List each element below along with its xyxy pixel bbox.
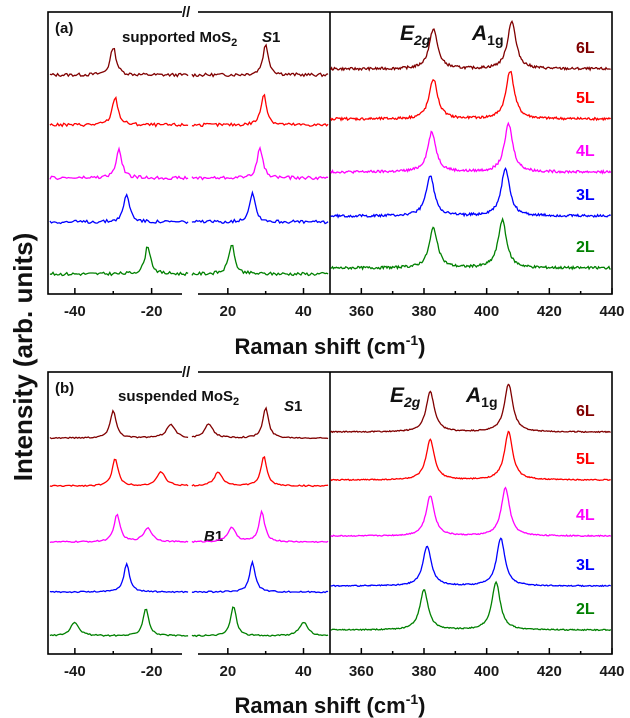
series-2L-low-neg (49, 246, 189, 277)
chart-marks: -40 -20 20 40 360 380 400 420 440 6L 5L 4L 3L 2L -40 -2… (49, 20, 625, 680)
x-tick-label-20: 20 (219, 303, 236, 320)
panel-b-a1g-label: A1g (465, 384, 498, 410)
panel-b-s1-label: S1 (284, 398, 302, 415)
series-3L-low-pos (191, 190, 329, 225)
series-2L-low-pos (191, 606, 329, 638)
series-3L-low-neg (49, 561, 189, 594)
axis-break-mark-a-top: // (182, 4, 191, 21)
legend-label-2L: 2L (576, 601, 595, 618)
legend-label-5L: 5L (576, 451, 595, 468)
series-4L-low-neg (49, 146, 189, 181)
series-5L-low-pos (191, 93, 329, 128)
panel-b-b1-label: B1 (204, 528, 223, 545)
legend-label-3L: 3L (576, 557, 595, 574)
panel-b-title: suspended MoS2 (118, 388, 239, 408)
x-tick-label-420: 420 (537, 303, 562, 320)
y-axis-title: Intensity (arb. units) (8, 233, 38, 481)
axis-break-mark-b-top: // (182, 364, 191, 381)
series-3L-low-pos (191, 559, 329, 594)
x-tick-label--40: -40 (64, 303, 86, 320)
x-tick-label-360: 360 (349, 303, 374, 320)
panel-a-a1g-label: A1g (471, 22, 504, 48)
panel-b-frame (47, 368, 613, 658)
series-6L-low-neg (49, 409, 189, 440)
x-tick-label-400: 400 (474, 663, 499, 680)
series-5L-high (330, 430, 611, 482)
x-tick-label-40: 40 (295, 663, 312, 680)
series-4L-low-pos (191, 145, 329, 181)
legend-label-6L: 6L (576, 403, 595, 420)
legend-label-3L: 3L (576, 187, 595, 204)
panel-a-frame (47, 8, 613, 298)
panel-b-label: (b) (55, 380, 74, 397)
series-6L-low-neg (49, 47, 189, 78)
x-tick-label-440: 440 (599, 303, 624, 320)
x-tick-label-420: 420 (537, 663, 562, 680)
series-6L-high (330, 383, 611, 434)
legend-label-4L: 4L (576, 143, 595, 160)
x-tick-label-440: 440 (599, 663, 624, 680)
legend-label-5L: 5L (576, 90, 595, 107)
legend-label-6L: 6L (576, 40, 595, 57)
series-4L-low-neg (49, 513, 189, 544)
series-3L-high (330, 537, 612, 588)
series-4L-high (330, 486, 612, 538)
series-2L-low-pos (191, 244, 329, 277)
series-5L-low-neg (49, 96, 189, 128)
x-tick-label--20: -20 (141, 663, 163, 680)
x-axis-title-b: Raman shift (cm-1) (235, 691, 426, 718)
x-tick-label--40: -40 (64, 663, 86, 680)
x-tick-label-360: 360 (349, 663, 374, 680)
series-2L-high (330, 216, 611, 271)
series-6L-low-pos (191, 406, 329, 440)
series-5L-high (330, 70, 612, 122)
x-tick-label-400: 400 (474, 303, 499, 320)
series-6L-low-pos (191, 43, 329, 78)
x-tick-label-20: 20 (219, 663, 236, 680)
series-3L-high (330, 166, 612, 219)
panel-a-e2g-label: E2g (400, 22, 431, 48)
legend-label-4L: 4L (576, 507, 595, 524)
series-4L-low-pos (191, 509, 329, 544)
x-tick-label--20: -20 (141, 303, 163, 320)
x-tick-label-380: 380 (411, 663, 436, 680)
series-2L-high (330, 580, 612, 632)
series-5L-low-neg (49, 458, 189, 488)
series-2L-low-neg (49, 608, 189, 637)
x-axis-title-a: Raman shift (cm-1) (235, 332, 426, 359)
x-tick-label-40: 40 (295, 303, 312, 320)
panel-a-label: (a) (55, 20, 73, 37)
series-6L-high (330, 20, 611, 72)
series-5L-low-pos (191, 455, 329, 488)
series-4L-high (330, 121, 612, 175)
panel-a-title: supported MoS2 (122, 29, 237, 49)
panel-b-e2g-label: E2g (390, 384, 421, 410)
x-tick-label-380: 380 (411, 303, 436, 320)
legend-label-2L: 2L (576, 239, 595, 256)
series-3L-low-neg (49, 192, 189, 225)
panel-a-s1-label: S1 (262, 29, 280, 46)
